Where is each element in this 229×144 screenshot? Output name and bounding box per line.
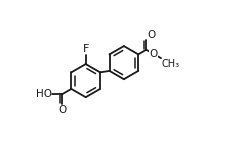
Text: O: O	[147, 30, 155, 40]
Text: CH₃: CH₃	[161, 59, 180, 69]
Text: O: O	[58, 105, 66, 115]
Text: F: F	[82, 44, 89, 54]
Text: HO: HO	[36, 89, 52, 99]
Text: O: O	[150, 49, 158, 59]
